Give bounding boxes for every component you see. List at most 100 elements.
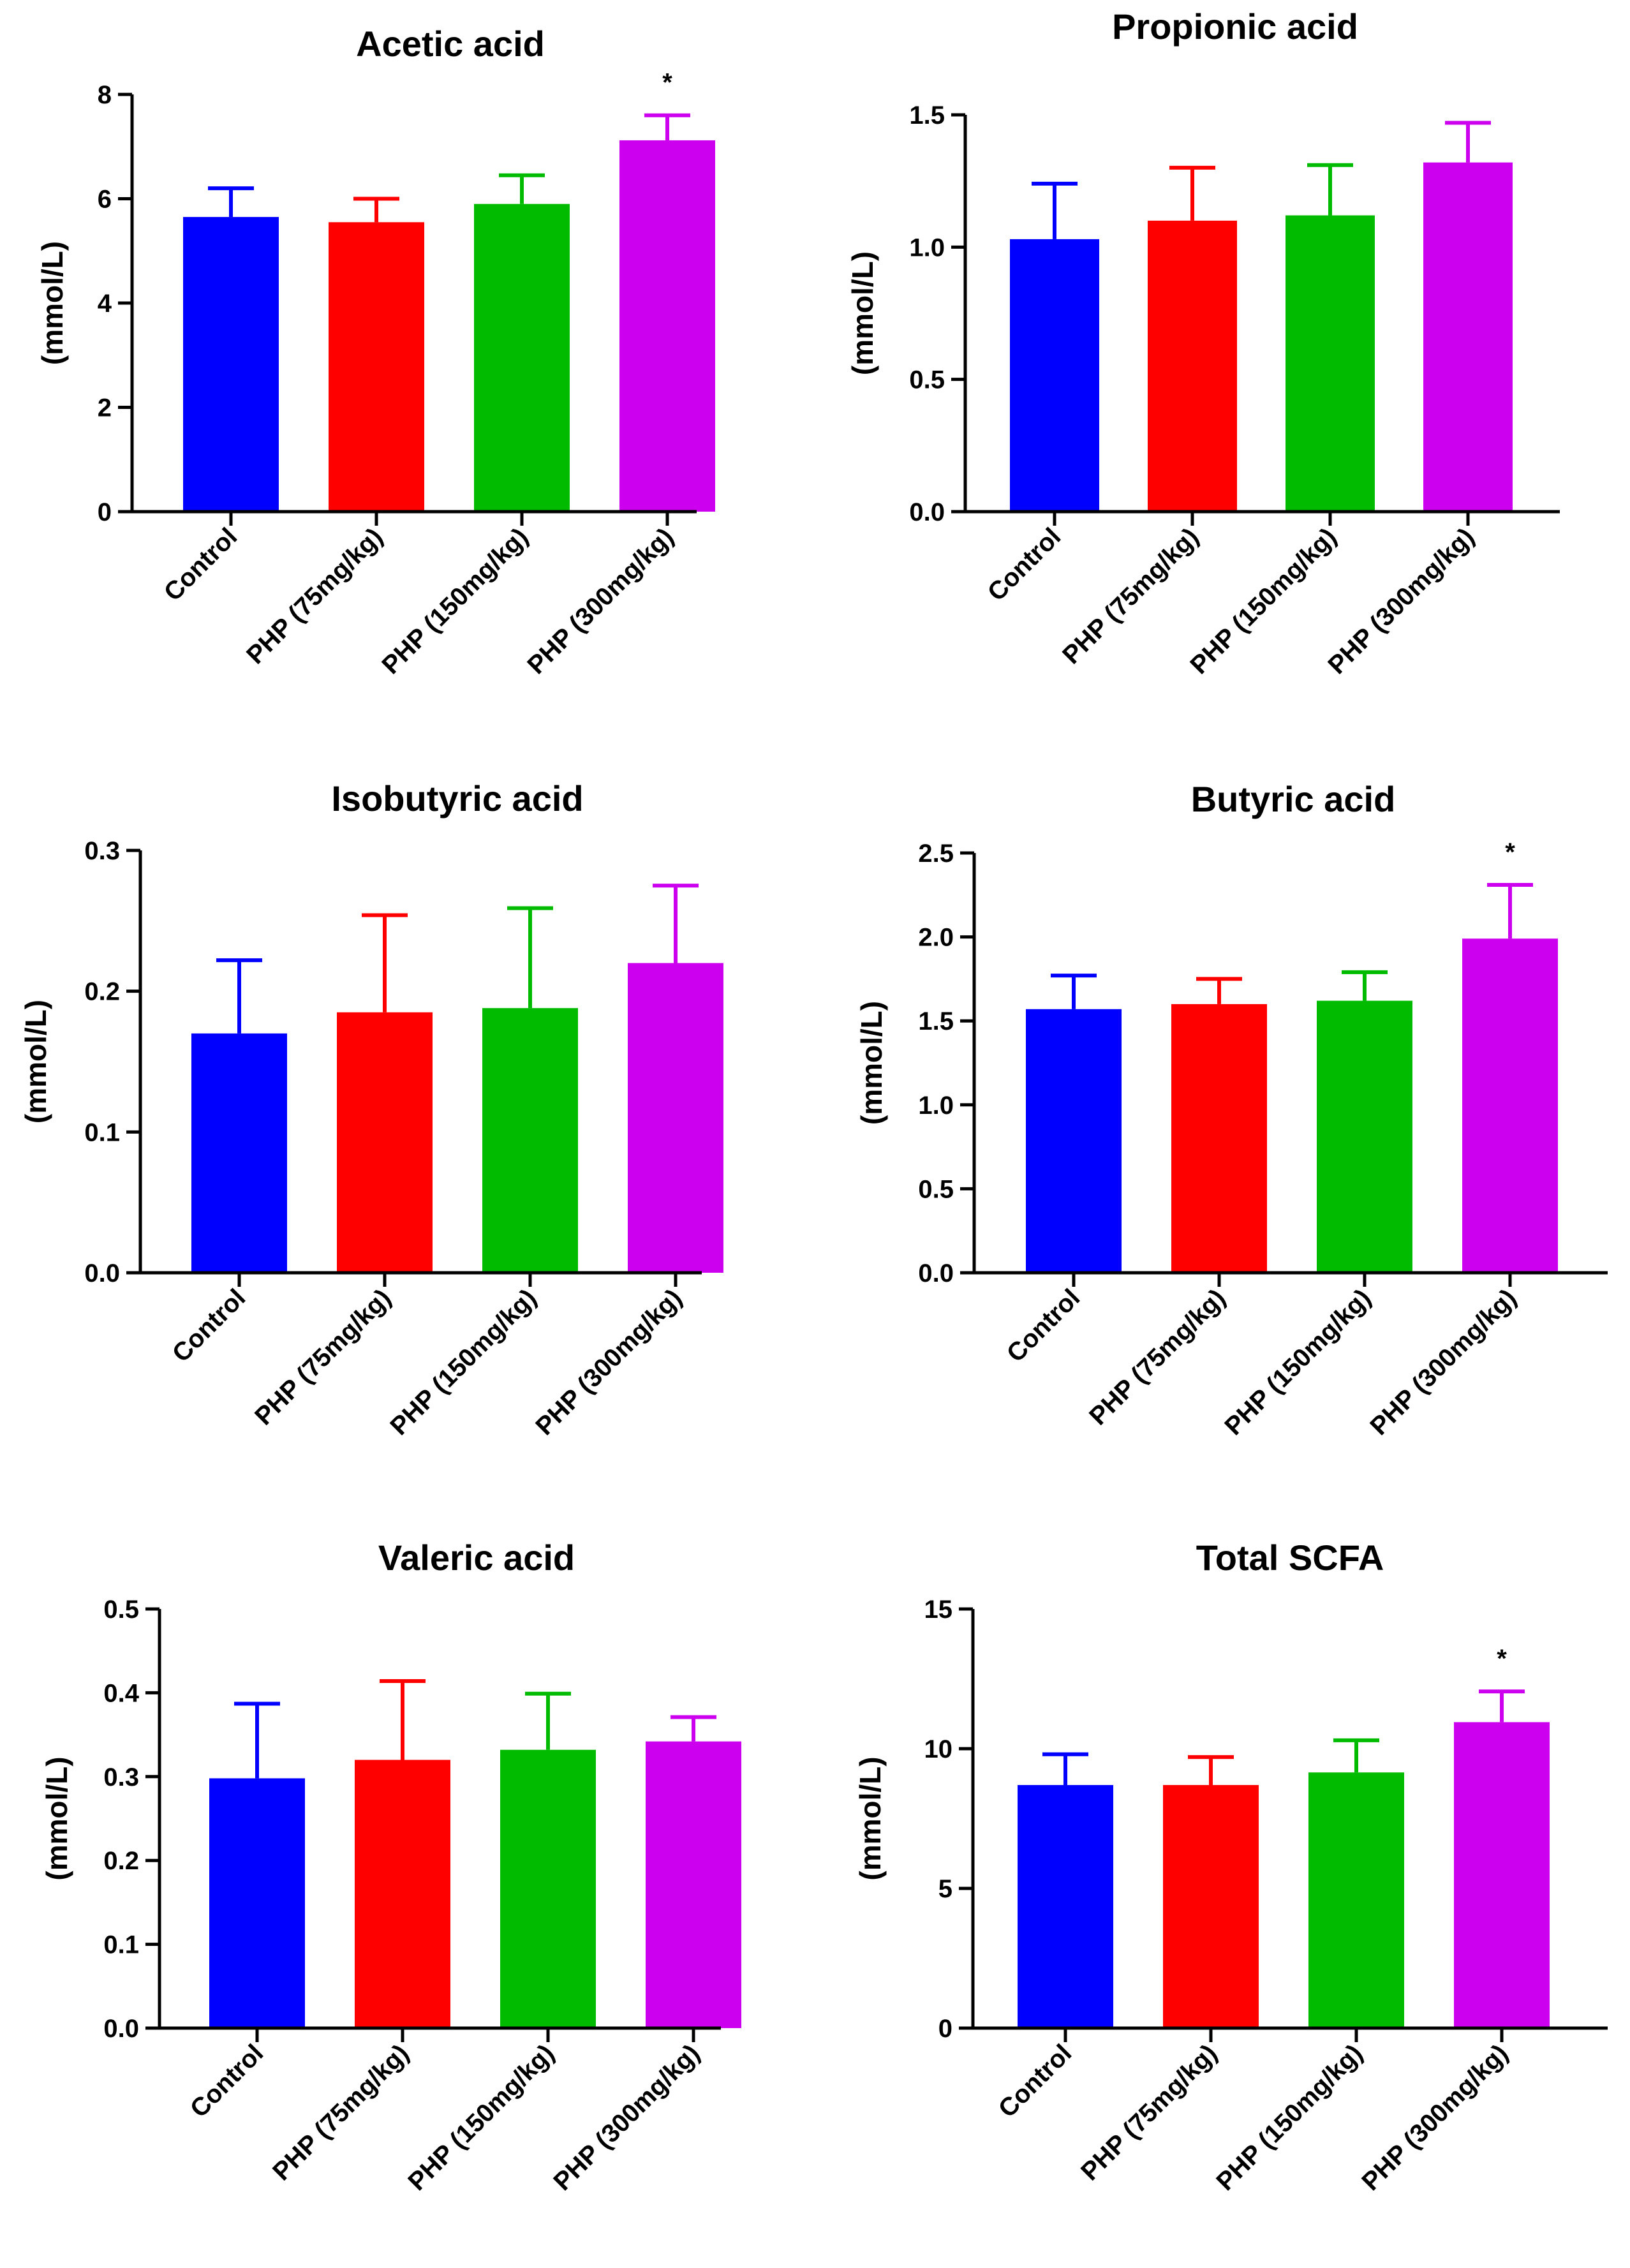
- x-tick-label: PHP (150mg/kg): [1211, 2039, 1368, 2196]
- y-tick-label: 0.1: [84, 1118, 120, 1146]
- x-tick-label: PHP (150mg/kg): [376, 523, 533, 679]
- bar: [1026, 1009, 1122, 1273]
- bar: [628, 963, 723, 1273]
- bar: [1462, 938, 1558, 1273]
- y-tick-label: 6: [98, 186, 112, 214]
- y-tick-label: 0.3: [103, 1763, 139, 1791]
- chart-title: Total SCFA: [1196, 1538, 1384, 1578]
- x-tick-label: PHP (150mg/kg): [1185, 523, 1342, 679]
- chart-title: Propionic acid: [1112, 6, 1358, 47]
- y-tick-label: 0.5: [909, 366, 945, 394]
- y-tick-label: 0.3: [84, 837, 120, 865]
- y-axis-label: (mmol/L): [854, 1756, 887, 1880]
- x-tick-label: PHP (150mg/kg): [1219, 1284, 1376, 1441]
- y-tick-label: 0.1: [103, 1931, 139, 1959]
- y-tick-label: 0.5: [918, 1175, 954, 1203]
- x-tick-label: PHP (300mg/kg): [1356, 2039, 1513, 2196]
- y-tick-label: 1.0: [909, 233, 945, 262]
- y-tick-label: 1.0: [918, 1092, 954, 1120]
- y-tick-label: 0.0: [103, 2015, 139, 2043]
- x-tick-label: PHP (75mg/kg): [249, 1284, 396, 1430]
- significance-marker: *: [1505, 838, 1515, 866]
- bar: [619, 140, 715, 512]
- chart-title: Butyric acid: [1191, 779, 1396, 819]
- bar: [1308, 1772, 1404, 2028]
- x-tick-label: Control: [167, 1284, 251, 1368]
- y-tick-label: 0.0: [909, 498, 945, 526]
- y-tick-label: 0.0: [84, 1259, 120, 1287]
- y-tick-label: 4: [98, 290, 112, 318]
- x-tick-label: PHP (300mg/kg): [548, 2039, 705, 2196]
- x-tick-label: Control: [982, 523, 1067, 607]
- y-tick-label: 2.0: [918, 924, 954, 952]
- x-tick-label: PHP (75mg/kg): [241, 523, 388, 669]
- x-tick-label: PHP (75mg/kg): [1076, 2039, 1222, 2186]
- bar: [191, 1033, 287, 1273]
- x-tick-label: PHP (75mg/kg): [1084, 1284, 1231, 1430]
- x-tick-label: PHP (300mg/kg): [522, 523, 679, 679]
- y-axis-label: (mmol/L): [40, 1756, 73, 1880]
- bar: [1423, 162, 1513, 512]
- bar: [329, 222, 424, 512]
- significance-marker: *: [662, 69, 672, 97]
- x-tick-label: Control: [1002, 1284, 1086, 1368]
- bar: [1171, 1004, 1267, 1273]
- y-tick-label: 0.2: [103, 1847, 139, 1875]
- x-tick-label: PHP (150mg/kg): [385, 1284, 542, 1441]
- x-tick-label: PHP (75mg/kg): [267, 2039, 414, 2186]
- chart-title: Acetic acid: [356, 24, 545, 64]
- y-tick-label: 10: [924, 1735, 953, 1763]
- bar: [355, 1760, 450, 2028]
- y-axis-label: (mmol/L): [846, 251, 879, 375]
- y-tick-label: 0.0: [918, 1259, 954, 1287]
- bar: [474, 204, 570, 512]
- bar: [337, 1012, 433, 1273]
- bar: [183, 217, 279, 512]
- bar: [1148, 220, 1237, 512]
- y-tick-label: 0.2: [84, 978, 120, 1006]
- y-tick-label: 0.5: [103, 1596, 139, 1624]
- y-tick-label: 0.4: [103, 1679, 139, 1707]
- y-axis-label: (mmol/L): [36, 241, 69, 365]
- bar: [1163, 1784, 1259, 2028]
- y-tick-label: 2.5: [918, 840, 954, 868]
- significance-marker: *: [1497, 1645, 1507, 1673]
- x-tick-label: Control: [159, 523, 243, 607]
- bar: [1454, 1722, 1550, 2028]
- y-tick-label: 8: [98, 81, 112, 109]
- y-tick-label: 1.5: [918, 1007, 954, 1035]
- x-tick-label: PHP (300mg/kg): [1365, 1284, 1522, 1441]
- bar: [646, 1741, 741, 2028]
- x-tick-label: Control: [993, 2039, 1078, 2123]
- y-axis-label: (mmol/L): [19, 1000, 52, 1123]
- x-tick-label: PHP (75mg/kg): [1057, 523, 1204, 669]
- bar: [482, 1008, 578, 1273]
- y-tick-label: 5: [938, 1875, 952, 1903]
- x-tick-label: PHP (150mg/kg): [403, 2039, 559, 2196]
- bar: [1010, 239, 1099, 512]
- x-tick-label: PHP (300mg/kg): [530, 1284, 687, 1441]
- x-tick-label: Control: [185, 2039, 269, 2123]
- y-tick-label: 15: [924, 1596, 953, 1624]
- bar: [1285, 215, 1375, 512]
- y-tick-label: 1.5: [909, 101, 945, 130]
- y-tick-label: 2: [98, 394, 112, 422]
- chart-title: Valeric acid: [378, 1538, 575, 1578]
- x-tick-label: PHP (300mg/kg): [1323, 523, 1479, 679]
- chart-title: Isobutyric acid: [331, 778, 583, 819]
- y-axis-label: (mmol/L): [855, 1001, 888, 1125]
- y-tick-label: 0: [938, 2015, 952, 2043]
- bar: [1018, 1784, 1113, 2028]
- y-tick-label: 0: [98, 498, 112, 526]
- bar: [500, 1749, 596, 2028]
- bar: [209, 1778, 305, 2028]
- bar: [1317, 1000, 1412, 1273]
